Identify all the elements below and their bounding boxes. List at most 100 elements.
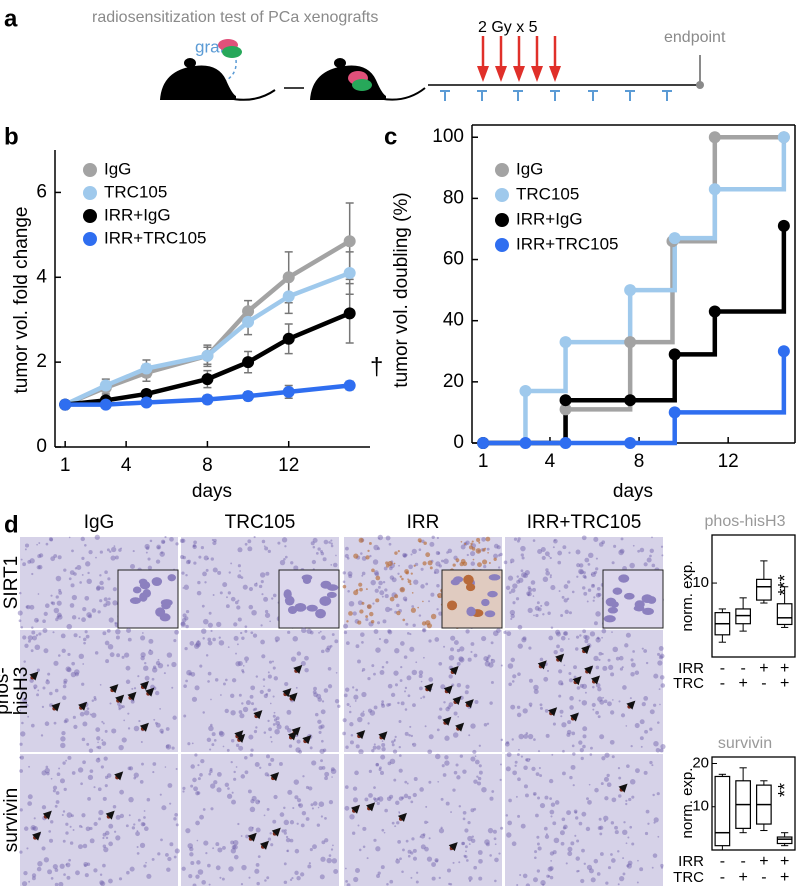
nucleus — [606, 782, 612, 788]
nucleus — [328, 854, 332, 857]
nucleus — [80, 782, 83, 786]
nucleus — [273, 794, 278, 800]
nucleus — [595, 665, 600, 670]
micrograph — [503, 628, 666, 753]
nucleus — [546, 874, 550, 878]
nucleus — [330, 848, 334, 851]
nucleus — [373, 705, 378, 710]
nucleus — [493, 837, 497, 841]
arrowhead — [590, 675, 600, 685]
nucleus — [383, 566, 388, 571]
nucleus — [566, 732, 571, 737]
stain — [355, 588, 359, 592]
nucleus — [582, 571, 586, 575]
nucleus — [238, 710, 243, 714]
nucleus — [410, 851, 414, 855]
nucleus — [381, 742, 386, 747]
dose-label: 2 Gy x 5 — [478, 19, 538, 36]
nucleus — [57, 555, 62, 560]
nucleus — [552, 546, 555, 549]
nucleus — [579, 634, 582, 637]
nucleus — [56, 612, 62, 618]
nucleus — [373, 743, 376, 746]
nucleus — [533, 684, 539, 691]
arrowhead — [537, 660, 547, 670]
micrograph — [181, 627, 341, 755]
nucleus — [287, 630, 291, 634]
nucleus — [571, 731, 576, 736]
nucleus — [420, 567, 424, 571]
nucleus — [444, 755, 449, 760]
nucleus — [463, 854, 467, 858]
nucleus — [576, 686, 581, 690]
data-point — [559, 437, 572, 449]
nucleus — [64, 718, 69, 723]
nucleus — [328, 541, 331, 544]
nucleus — [426, 856, 433, 862]
box — [714, 775, 731, 847]
nucleus — [106, 773, 112, 778]
nucleus — [373, 838, 377, 842]
nucleus — [556, 644, 560, 649]
nucleus — [410, 734, 414, 738]
nucleus — [641, 647, 644, 650]
nucleus — [422, 833, 426, 837]
nucleus — [598, 658, 601, 662]
nucleus — [435, 551, 440, 556]
nucleus — [395, 859, 401, 864]
nucleus — [484, 661, 491, 667]
nucleus — [27, 639, 31, 643]
nucleus — [95, 757, 101, 763]
chart-title: survivin — [718, 735, 772, 752]
nucleus — [222, 745, 225, 748]
nucleus — [586, 600, 589, 603]
nucleus — [38, 553, 44, 558]
nucleus — [217, 570, 222, 575]
nucleus — [375, 846, 381, 852]
nucleus — [47, 672, 51, 676]
micrograph — [19, 754, 180, 886]
nucleus — [84, 710, 90, 716]
nucleus — [19, 808, 23, 812]
nucleus — [323, 539, 329, 545]
nucleus — [575, 635, 580, 639]
nucleus — [318, 725, 323, 730]
nucleus — [145, 546, 150, 551]
nucleus — [533, 738, 536, 741]
nucleus — [68, 536, 71, 539]
nucleus — [310, 541, 315, 546]
nucleus — [186, 669, 192, 676]
nucleus — [570, 841, 575, 846]
nucleus — [114, 555, 119, 560]
nucleus — [617, 883, 620, 886]
nucleus — [223, 682, 226, 686]
nucleus — [352, 797, 359, 803]
nucleus — [42, 619, 46, 624]
nucleus — [629, 562, 635, 569]
nucleus — [240, 835, 243, 837]
nucleus — [52, 631, 55, 634]
nucleus — [598, 817, 602, 821]
nucleus — [60, 736, 66, 742]
nucleus — [474, 700, 479, 705]
nucleus — [239, 570, 241, 572]
nucleus — [49, 691, 53, 696]
nucleus — [563, 824, 568, 830]
nucleus — [478, 770, 483, 775]
nucleus — [111, 728, 117, 734]
nucleus — [514, 764, 517, 767]
nucleus — [385, 661, 389, 664]
nucleus — [512, 583, 518, 589]
nucleus — [413, 579, 419, 585]
nucleus — [284, 545, 287, 548]
nucleus — [614, 825, 618, 830]
nucleus — [240, 576, 244, 579]
nucleus — [216, 621, 222, 628]
nucleus — [350, 733, 354, 737]
nucleus — [380, 865, 385, 870]
nucleus — [48, 830, 52, 833]
nucleus — [259, 572, 266, 578]
nucleus — [652, 793, 655, 797]
nucleus — [588, 868, 594, 874]
nucleus — [137, 818, 141, 822]
